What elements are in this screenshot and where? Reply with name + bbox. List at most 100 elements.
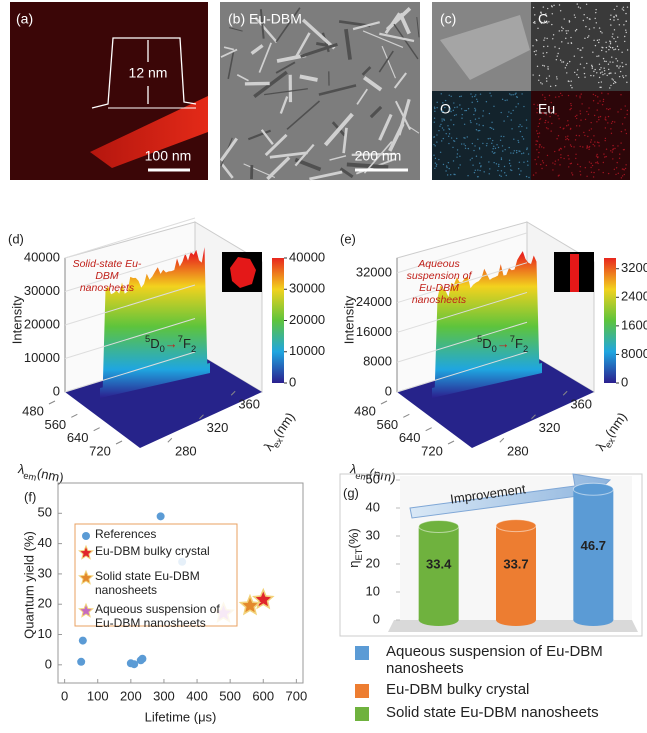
map-dot bbox=[498, 164, 499, 165]
map-dot bbox=[541, 168, 542, 169]
map-dot bbox=[594, 141, 595, 142]
map-dot bbox=[591, 128, 592, 129]
flake bbox=[347, 164, 388, 167]
map-dot bbox=[619, 76, 620, 77]
map-dot bbox=[549, 95, 550, 96]
map-dot bbox=[560, 157, 561, 158]
map-dot bbox=[448, 162, 449, 163]
x-tick-label: 600 bbox=[252, 688, 274, 703]
map-dot bbox=[543, 46, 544, 47]
map-dot bbox=[622, 123, 623, 124]
map-dot bbox=[438, 159, 439, 160]
map-dot bbox=[508, 111, 509, 112]
map-dot bbox=[449, 109, 450, 110]
map-dot bbox=[599, 27, 600, 28]
map-dot bbox=[546, 127, 547, 128]
map-dot bbox=[478, 130, 479, 131]
map-dot bbox=[561, 148, 562, 149]
map-dot bbox=[588, 149, 589, 150]
map-dot bbox=[540, 12, 541, 13]
map-dot bbox=[617, 145, 618, 146]
map-dot bbox=[441, 140, 442, 141]
map-dot bbox=[532, 45, 533, 46]
map-dot bbox=[502, 99, 503, 100]
map-dot bbox=[544, 37, 545, 38]
map-dot bbox=[581, 93, 582, 94]
z-tick-label: 30000 bbox=[24, 283, 60, 298]
map-dot bbox=[595, 162, 596, 163]
y-label: λex(nm) bbox=[261, 410, 300, 456]
map-dot bbox=[503, 120, 504, 121]
map-dot bbox=[580, 174, 581, 175]
map-dot bbox=[493, 153, 494, 154]
map-dot bbox=[434, 145, 435, 146]
map-dot bbox=[574, 55, 575, 56]
map-dot bbox=[558, 159, 559, 160]
map-dot bbox=[533, 174, 534, 175]
map-dot bbox=[493, 106, 494, 107]
map-dot bbox=[596, 72, 597, 73]
map-dot bbox=[577, 3, 578, 4]
map-dot bbox=[489, 138, 490, 139]
map-dot bbox=[445, 100, 446, 101]
map-dot bbox=[569, 109, 570, 110]
y-tick-label: 20 bbox=[366, 555, 380, 570]
map-dot bbox=[617, 19, 618, 20]
map-dot bbox=[479, 130, 480, 131]
map-dot bbox=[571, 105, 572, 106]
map-dot bbox=[621, 131, 622, 132]
map-dot bbox=[593, 135, 594, 136]
map-dot bbox=[605, 116, 606, 117]
x-tick bbox=[94, 428, 100, 431]
map-dot bbox=[580, 7, 581, 8]
map-dot bbox=[616, 167, 617, 168]
map-dot bbox=[453, 124, 454, 125]
map-dot bbox=[576, 125, 577, 126]
map-dot bbox=[536, 112, 537, 113]
map-dot bbox=[580, 113, 581, 114]
map-dot bbox=[472, 164, 473, 165]
map-dot bbox=[608, 49, 609, 50]
map-dot bbox=[512, 94, 513, 95]
map-dot bbox=[549, 116, 550, 117]
map-dot bbox=[558, 175, 559, 176]
legend-swatch bbox=[355, 707, 369, 721]
map-dot bbox=[571, 146, 572, 147]
map-dot bbox=[602, 74, 603, 75]
map-dot bbox=[468, 108, 469, 109]
map-dot bbox=[579, 171, 580, 172]
map-dot bbox=[477, 176, 478, 177]
cylinder-top bbox=[496, 520, 536, 532]
map-dot bbox=[539, 119, 540, 120]
map-dot bbox=[509, 160, 510, 161]
map-dot bbox=[606, 108, 607, 109]
map-dot bbox=[542, 112, 543, 113]
map-dot bbox=[537, 104, 538, 105]
map-dot bbox=[552, 38, 553, 39]
map-dot bbox=[609, 87, 610, 88]
x-tick-label: 100 bbox=[87, 688, 109, 703]
map-dot bbox=[461, 108, 462, 109]
map-dot bbox=[582, 146, 583, 147]
map-dot bbox=[610, 150, 611, 151]
height-label: 12 nm bbox=[129, 65, 168, 81]
map-dot bbox=[443, 138, 444, 139]
map-dot bbox=[447, 125, 448, 126]
map-dot bbox=[567, 63, 568, 64]
map-dot bbox=[582, 47, 583, 48]
map-dot bbox=[556, 59, 557, 60]
map-dot bbox=[620, 109, 621, 110]
map-dot bbox=[603, 101, 604, 102]
panel-a: (a) 12 nm 100 nm bbox=[10, 2, 208, 180]
map-dot bbox=[434, 168, 435, 169]
map-dot bbox=[555, 160, 556, 161]
map-dot bbox=[509, 163, 510, 164]
map-dot bbox=[555, 113, 556, 114]
legend-swatch bbox=[355, 646, 369, 660]
map-dot bbox=[617, 111, 618, 112]
map-dot bbox=[612, 145, 613, 146]
map-dot bbox=[592, 165, 593, 166]
map-dot bbox=[612, 36, 613, 37]
panel-label: (c) bbox=[440, 11, 456, 27]
x-tick-label: 560 bbox=[376, 417, 398, 432]
